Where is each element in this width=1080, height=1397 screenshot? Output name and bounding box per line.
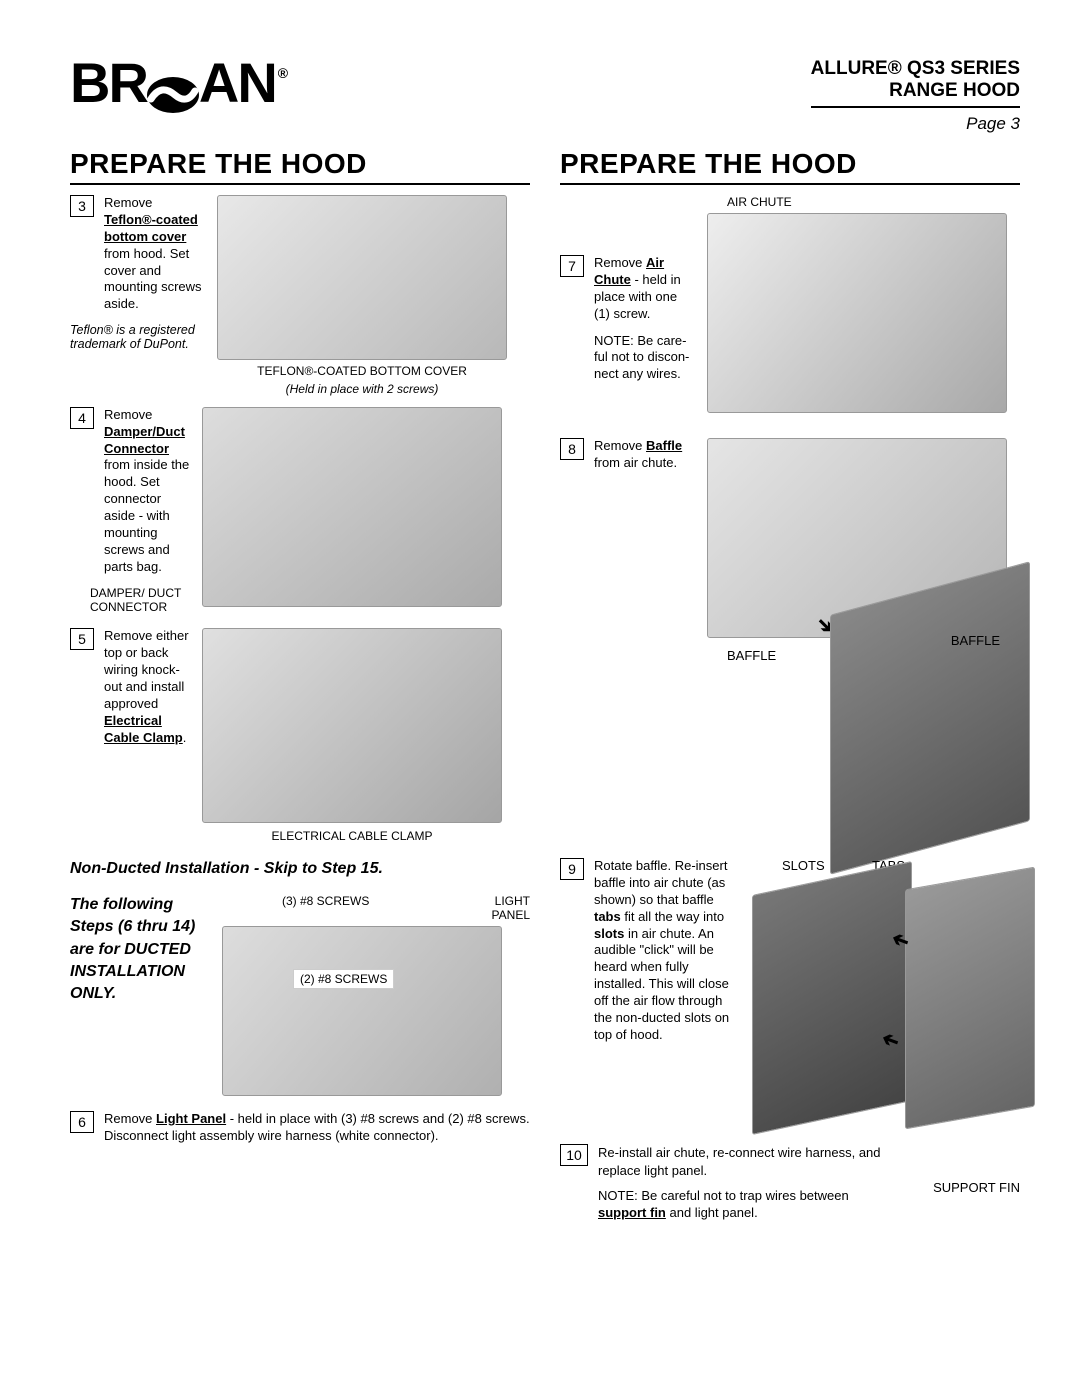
right-title: PREPARE THE HOOD xyxy=(560,148,1020,185)
right-column: PREPARE THE HOOD 7 Remove Air Chute - he… xyxy=(560,142,1020,1230)
step-10-number: 10 xyxy=(560,1144,588,1166)
step-4-text: Remove Damper/Duct Connector from inside… xyxy=(104,407,190,576)
step-9-row: 9 Rotate baffle. Re-insert baffle into a… xyxy=(560,858,1020,1138)
step-3-number: 3 xyxy=(70,195,94,217)
brand-logo: BR AN ® xyxy=(70,50,286,115)
step-5-image-block: ELECTRICAL CABLE CLAMP xyxy=(202,628,502,843)
step-5-row: 5 Remove either top or back wiring knock… xyxy=(70,628,530,843)
step-10-row: 10 Re-install air chute, re-connect wire… xyxy=(560,1144,1020,1222)
step-9-photo-1 xyxy=(752,861,912,1135)
page-header: BR AN ® ALLURE® QS3 SERIES RANGE HOOD Pa… xyxy=(70,50,1020,134)
support-fin-label: SUPPORT FIN xyxy=(910,1144,1020,1195)
step-5-text: Remove either top or back wiring knock-o… xyxy=(104,628,190,746)
header-right: ALLURE® QS3 SERIES RANGE HOOD Page 3 xyxy=(811,58,1020,134)
step-3-caption-1: TEFLON®-COATED BOTTOM COVER xyxy=(257,364,467,378)
ducted-row: The following Steps (6 thru 14) are for … xyxy=(70,894,530,1101)
step-3-photo xyxy=(217,195,507,360)
step-8-number: 8 xyxy=(560,438,584,460)
step-7-note: NOTE: Be care-ful not to discon-nect any… xyxy=(594,333,695,384)
step-8-text-block: 8 Remove Baffle from air chute. xyxy=(560,438,695,480)
step-4-row: 4 Remove Damper/Duct Connector from insi… xyxy=(70,407,530,615)
step-7-text-block: 7 Remove Air Chute - held in place with … xyxy=(560,255,695,383)
step-7-image-block: AIR CHUTE xyxy=(707,195,1020,418)
step-4-text-block: 4 Remove Damper/Duct Connector from insi… xyxy=(70,407,190,615)
teflon-footnote: Teflon® is a registered trademark of DuP… xyxy=(70,323,205,351)
brand-reg-mark: ® xyxy=(278,65,286,81)
air-chute-label: AIR CHUTE xyxy=(727,195,1020,209)
step-5-text-block: 5 Remove either top or back wiring knock… xyxy=(70,628,190,754)
baffle-label-2: BAFFLE xyxy=(951,633,1000,648)
step-6-text: Remove Light Panel - held in place with … xyxy=(104,1111,530,1145)
step-8-photo-2 xyxy=(830,561,1030,875)
left-title: PREPARE THE HOOD xyxy=(70,148,530,185)
three-screws-label: (3) #8 SCREWS xyxy=(282,894,369,922)
step-4-number: 4 xyxy=(70,407,94,429)
series-line-1: ALLURE® QS3 SERIES xyxy=(811,58,1020,80)
step-6-image-area: (3) #8 SCREWS LIGHT PANEL (2) #8 SCREWS xyxy=(222,894,530,1101)
two-screws-label: (2) #8 SCREWS xyxy=(293,969,394,989)
step-9-number: 9 xyxy=(560,858,584,880)
step-10-note: NOTE: Be careful not to trap wires betwe… xyxy=(598,1188,900,1222)
step-5-photo xyxy=(202,628,502,823)
damper-label: DAMPER/ DUCT CONNECTOR xyxy=(90,586,190,615)
step-4-photo xyxy=(202,407,502,607)
step-3-caption-2: (Held in place with 2 screws) xyxy=(286,382,439,396)
step-7-row: 7 Remove Air Chute - held in place with … xyxy=(560,195,1020,418)
step-3-text-block: 3 Remove Teflon®-coated bottom cover fro… xyxy=(70,195,205,351)
step-8-row: 8 Remove Baffle from air chute. BAFFLE ➔… xyxy=(560,438,1020,858)
brand-text-1: BR xyxy=(70,50,147,115)
step-10-text: Re-install air chute, re-connect wire ha… xyxy=(598,1145,881,1178)
light-panel-label: LIGHT PANEL xyxy=(480,894,530,922)
step-5-caption: ELECTRICAL CABLE CLAMP xyxy=(272,829,433,843)
logo-swirl-icon xyxy=(145,63,201,103)
step-9-text: Rotate baffle. Re-insert baffle into air… xyxy=(594,858,740,1044)
step-5-number: 5 xyxy=(70,628,94,650)
series-line-2: RANGE HOOD xyxy=(811,80,1020,102)
step-9-text-block: 9 Rotate baffle. Re-insert baffle into a… xyxy=(560,858,740,1052)
step-3-text: Remove Teflon®-coated bottom cover from … xyxy=(104,195,205,313)
brand-text-2: AN xyxy=(199,50,276,115)
left-column: PREPARE THE HOOD 3 Remove Teflon®-coated… xyxy=(70,142,530,1230)
main-columns: PREPARE THE HOOD 3 Remove Teflon®-coated… xyxy=(70,142,1020,1230)
step-8-image-area: BAFFLE ➔ ➔ ➔ BAFFLE xyxy=(707,438,1020,858)
header-rule xyxy=(811,106,1020,108)
step-6-row: 6 Remove Light Panel - held in place wit… xyxy=(70,1111,530,1145)
step-7-text: Remove Air Chute - held in place with on… xyxy=(594,255,695,323)
ducted-note: The following Steps (6 thru 14) are for … xyxy=(70,894,210,1006)
skip-note: Non-Ducted Installation - Skip to Step 1… xyxy=(70,860,530,878)
step-6-photo: (2) #8 SCREWS xyxy=(222,926,502,1096)
step-9-image-area: SLOTS TABS ➔ ➔ xyxy=(752,858,1020,1138)
step-3-image-block: TEFLON®-COATED BOTTOM COVER (Held in pla… xyxy=(217,195,507,397)
step-7-number: 7 xyxy=(560,255,584,277)
baffle-label-1: BAFFLE xyxy=(727,648,776,663)
step-3-row: 3 Remove Teflon®-coated bottom cover fro… xyxy=(70,195,530,397)
step-8-text: Remove Baffle from air chute. xyxy=(594,438,695,472)
step-6-number: 6 xyxy=(70,1111,94,1133)
step-9-photo-2 xyxy=(905,867,1035,1130)
page-number: Page 3 xyxy=(811,114,1020,134)
slots-label: SLOTS xyxy=(782,858,825,873)
step-7-photo xyxy=(707,213,1007,413)
